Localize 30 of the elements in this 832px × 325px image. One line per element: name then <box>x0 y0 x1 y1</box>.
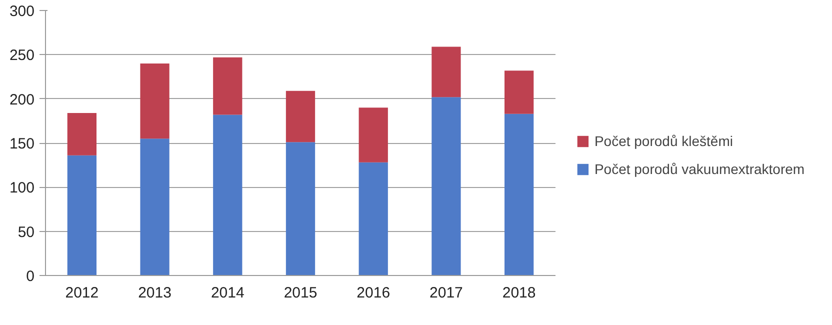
bar <box>140 64 170 139</box>
y-tick-label: 50 <box>18 224 35 241</box>
bar <box>140 138 170 276</box>
bar <box>358 162 388 276</box>
y-tick-label: 200 <box>9 91 35 108</box>
y-tick-label: 100 <box>9 180 35 197</box>
y-tick-label: 300 <box>9 3 35 20</box>
x-tick-label: 2016 <box>356 284 390 302</box>
bar <box>286 142 316 276</box>
x-tick-label: 2018 <box>502 284 536 302</box>
bar <box>213 57 242 115</box>
bar <box>213 114 242 276</box>
legend-label: Počet porodů vakuumextraktorem <box>594 161 805 177</box>
legend-label: Počet porodů kleštěmi <box>594 133 733 149</box>
bar <box>504 114 534 276</box>
x-tick-label: 2017 <box>430 284 463 302</box>
bar <box>432 97 461 276</box>
bar <box>286 90 316 142</box>
bar <box>358 108 388 162</box>
bar <box>432 46 461 98</box>
bar <box>67 155 96 276</box>
x-tick-label: 2012 <box>65 284 99 302</box>
x-tick-label: 2015 <box>284 284 318 302</box>
y-tick-label: 0 <box>26 268 34 285</box>
bar <box>67 112 96 156</box>
x-tick-label: 2014 <box>210 284 244 302</box>
bar <box>504 70 534 114</box>
y-tick-label: 150 <box>9 136 35 152</box>
x-tick-label: 2013 <box>138 284 172 302</box>
y-tick-label: 250 <box>9 47 35 64</box>
